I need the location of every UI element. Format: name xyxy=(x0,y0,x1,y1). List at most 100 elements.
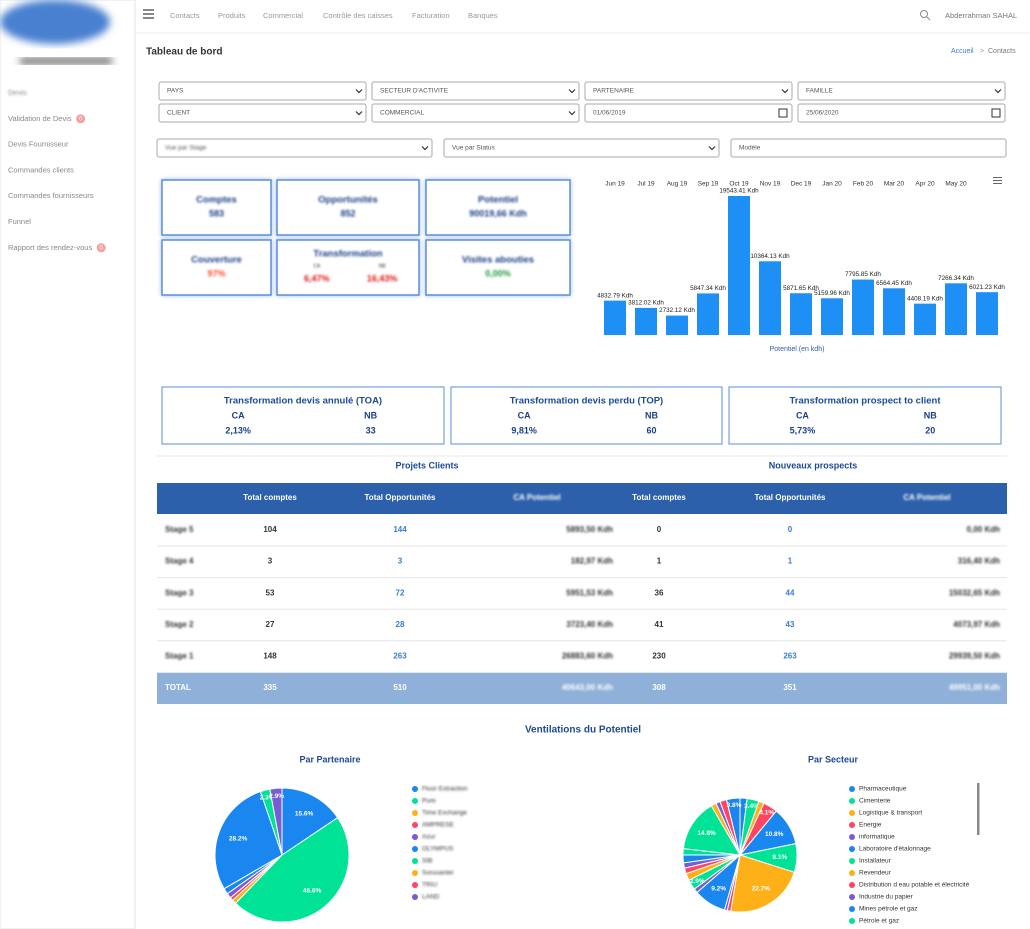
column-header: Total Opportunités xyxy=(365,493,437,502)
legend-label[interactable]: Mines pétrole et gaz xyxy=(859,906,918,913)
legend-label[interactable]: Fluor Extraction xyxy=(422,786,468,793)
bar xyxy=(976,292,998,335)
legend-label[interactable]: Cimenterie xyxy=(859,798,891,805)
chart-menu[interactable] xyxy=(993,183,1002,184)
legend-label[interactable]: Pharmaceutique xyxy=(859,786,907,793)
nav-item[interactable]: Produits xyxy=(218,11,246,20)
x-tick-label: Jan 20 xyxy=(822,181,842,188)
pie-slice xyxy=(725,797,741,856)
legend-label[interactable]: informatique xyxy=(859,834,895,841)
kpi-value: 0,00% xyxy=(485,268,511,278)
legend-label[interactable]: SIB xyxy=(422,858,432,865)
select[interactable] xyxy=(730,138,1007,158)
nav-item[interactable]: Contrôle des caisses xyxy=(323,11,393,20)
slice-label: 2.3% xyxy=(260,795,275,802)
select-label: Vue par Status xyxy=(452,145,496,152)
nav-item[interactable]: Commercial xyxy=(263,11,303,20)
select[interactable] xyxy=(584,103,793,123)
legend-label[interactable]: Industrie du papier xyxy=(859,894,914,901)
cell: 5893,50 Kdh xyxy=(566,525,613,534)
select[interactable] xyxy=(797,81,1006,101)
user-name[interactable]: Abderrahman SAHAL xyxy=(945,11,1017,20)
legend-label[interactable]: TRIU xyxy=(422,882,437,889)
menu-item[interactable]: Validation de Devis xyxy=(8,114,72,123)
chart-menu[interactable] xyxy=(993,177,1002,178)
legend-marker xyxy=(849,894,855,900)
select[interactable] xyxy=(584,81,793,101)
menu-item[interactable]: Devis Fournisseur xyxy=(8,140,69,149)
legend-label[interactable]: Pétrole et gaz xyxy=(859,918,899,925)
cell: 316,40 Kdh xyxy=(958,557,1000,566)
legend-label[interactable]: Time Exchange xyxy=(422,810,467,817)
select[interactable] xyxy=(156,138,433,158)
kpi-title: Potentiel xyxy=(478,195,518,206)
legend-label[interactable]: LAND xyxy=(422,894,440,901)
legend-label[interactable]: Sorusanter xyxy=(422,870,455,877)
breadcrumb[interactable]: Accueil xyxy=(951,48,974,55)
menu-item[interactable]: Funnel xyxy=(8,217,31,226)
menu-icon xyxy=(143,13,154,15)
select[interactable] xyxy=(158,103,367,123)
page-title: Tableau de bord xyxy=(146,47,223,58)
legend-marker xyxy=(412,858,418,864)
cell: 263 xyxy=(783,652,797,661)
nav-item[interactable]: Banques xyxy=(468,11,498,20)
select-label: 01/06/2019 xyxy=(593,110,626,117)
kpi-sub: NB xyxy=(379,263,387,269)
row-label: Stage 3 xyxy=(165,588,194,597)
data-label: 5871.65 Kdh xyxy=(783,285,819,292)
x-tick-label: Oct 19 xyxy=(729,181,749,188)
slice-label: 4.1% xyxy=(759,809,774,816)
cell: 53 xyxy=(266,588,275,597)
search-icon xyxy=(926,16,931,21)
cell: 26883,60 Kdh xyxy=(562,652,613,661)
legend-label[interactable]: Azur xyxy=(422,834,436,841)
pie-slice xyxy=(682,805,741,856)
search-icon[interactable] xyxy=(920,10,928,18)
select[interactable] xyxy=(797,103,1006,123)
menu-item[interactable]: Devis xyxy=(8,88,27,97)
select-label: COMMERCIAL xyxy=(380,110,424,117)
menu-icon xyxy=(143,9,154,11)
legend-label[interactable]: Pure xyxy=(422,798,436,805)
kpi-value: 90019,66 Kdh xyxy=(469,208,527,218)
legend-label[interactable]: Logistique & transport xyxy=(859,810,922,817)
select[interactable] xyxy=(158,81,367,101)
pie-slice xyxy=(730,854,795,913)
conversion-value: 60 xyxy=(647,425,657,435)
nav-item[interactable]: Contacts xyxy=(170,11,200,20)
select[interactable] xyxy=(371,103,580,123)
menu-item[interactable]: Rapport des rendez-vous xyxy=(8,243,92,252)
legend-label[interactable]: OLYMPUS xyxy=(422,846,454,853)
x-tick-label: Apr 20 xyxy=(915,181,935,188)
x-tick-label: Aug 19 xyxy=(667,181,688,188)
nav-item[interactable]: Facturation xyxy=(412,11,450,20)
cell: 43 xyxy=(786,620,795,629)
select[interactable] xyxy=(443,138,720,158)
menu-item[interactable]: Commandes clients xyxy=(8,165,74,174)
legend-label[interactable]: Revendeur xyxy=(859,870,892,877)
legend-label[interactable]: Energie xyxy=(859,822,882,829)
badge-count: 0 xyxy=(79,116,83,122)
cell: 0 xyxy=(657,525,662,534)
table-group: Nouveaux prospects xyxy=(769,460,858,470)
menu-item[interactable]: Commandes fournisseurs xyxy=(8,191,94,200)
conversion-title: Transformation devis annulé (TOA) xyxy=(224,396,382,407)
legend-label[interactable]: Installateur xyxy=(859,858,892,865)
legend-label[interactable]: Laboratoire d'étalonnage xyxy=(859,846,931,853)
legend-marker xyxy=(412,882,418,888)
select[interactable] xyxy=(371,81,580,101)
legend-label[interactable]: AMPRESE xyxy=(422,822,454,829)
data-label: 6564.45 Kdh xyxy=(876,280,912,287)
bar xyxy=(635,307,657,335)
cell: 104 xyxy=(263,525,277,534)
kpi-card xyxy=(425,239,571,296)
legend-label[interactable]: Distribution d eau potable et électricit… xyxy=(859,882,970,889)
data-label: 4408.19 Kdh xyxy=(907,295,943,302)
bar xyxy=(697,293,719,335)
column-header: Total comptes xyxy=(243,493,297,502)
row-label: TOTAL xyxy=(165,683,191,692)
chart-menu[interactable] xyxy=(993,180,1002,181)
data-label: 7266.34 Kdh xyxy=(938,275,974,282)
